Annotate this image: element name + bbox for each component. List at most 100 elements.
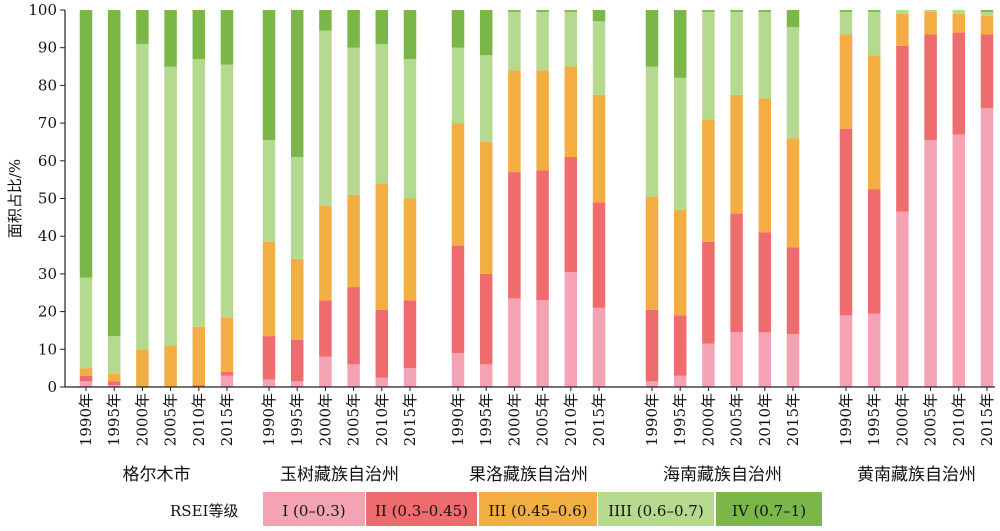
- x-tick-label: 1990年: [260, 393, 278, 446]
- bar-segment: [673, 315, 687, 376]
- bar-segment: [758, 10, 772, 12]
- x-tick-label: 2000年: [133, 393, 151, 446]
- bar-segment: [730, 213, 743, 333]
- bar-segment: [980, 15, 994, 35]
- bar-segment: [592, 10, 606, 22]
- bar-segment: [479, 10, 493, 56]
- x-tick-label: 2010年: [190, 393, 208, 446]
- bar-segment: [673, 375, 687, 387]
- bar-segment: [980, 108, 994, 388]
- bar-segment: [536, 10, 549, 12]
- legend-swatch: [263, 492, 365, 526]
- x-tick-label: 1995年: [865, 393, 883, 446]
- legend-title: RSEI等级: [170, 502, 238, 520]
- legend-swatch: [366, 492, 477, 526]
- y-tick-label: 50: [38, 190, 57, 208]
- bar-segment: [107, 385, 121, 387]
- group-label: 格尔木市: [123, 465, 191, 485]
- bar-segment: [924, 10, 937, 12]
- bar-segment: [730, 10, 743, 12]
- bar-segment: [508, 172, 521, 299]
- bar-segment: [786, 334, 800, 387]
- bar-segment: [564, 66, 578, 158]
- bar-segment: [758, 332, 772, 387]
- bar-segment: [107, 373, 121, 382]
- bar-segment: [290, 10, 304, 158]
- bar-segment: [403, 300, 417, 369]
- bar-segment: [451, 353, 465, 387]
- bar-segment: [758, 11, 772, 99]
- bar-segment: [319, 10, 332, 31]
- y-tick-label: 90: [38, 39, 57, 57]
- bar-segment: [319, 300, 332, 357]
- bar-segment: [645, 196, 659, 310]
- bar-segment: [192, 326, 206, 386]
- bar-segment: [107, 336, 121, 374]
- x-tick-label: 2015年: [978, 393, 996, 446]
- bar-segment: [347, 10, 360, 48]
- bar-segment: [924, 140, 937, 387]
- bar-segment: [508, 298, 521, 387]
- bar-segment: [107, 10, 121, 337]
- x-tick-label: 1990年: [449, 393, 467, 446]
- bar-segment: [924, 11, 937, 35]
- bar-segment: [673, 209, 687, 316]
- bar-segment: [508, 70, 521, 173]
- bar-segment: [536, 70, 549, 171]
- bar-segment: [786, 10, 800, 27]
- y-tick-label: 40: [38, 227, 57, 245]
- legend-item-label: I (0–0.3): [282, 502, 345, 520]
- group-label: 玉树藏族自治州: [280, 465, 399, 485]
- y-axis: 0 10 20 30 40 50 60 70 80 90 100 面积占比/%: [6, 1, 66, 396]
- bar-segment: [867, 313, 881, 387]
- bar-segment: [896, 45, 909, 212]
- x-tick-label: 1995年: [105, 393, 123, 446]
- bar-segment: [220, 371, 234, 376]
- bar-segment: [479, 141, 493, 274]
- bar-segment: [319, 30, 332, 207]
- x-tick-label: 1995年: [288, 393, 306, 446]
- bar-segment: [730, 11, 743, 95]
- bar-segment: [403, 198, 417, 301]
- bar-segment: [220, 317, 234, 372]
- x-tick-label: 2000年: [699, 393, 717, 446]
- bar-segment: [839, 10, 853, 12]
- bar-segment: [262, 140, 276, 242]
- bar-segment: [164, 66, 177, 346]
- bar-segment: [896, 211, 909, 387]
- bar-segment: [347, 194, 360, 288]
- bar-segment: [702, 10, 715, 12]
- x-tick-label: 1990年: [643, 393, 661, 446]
- bar-segment: [136, 43, 149, 350]
- bar-segment: [673, 10, 687, 78]
- bar-segment: [924, 34, 937, 141]
- bar-segment: [136, 10, 149, 44]
- legend-item-label: III (0.45–0.6): [488, 502, 587, 520]
- y-axis-title: 面积占比/%: [6, 159, 24, 238]
- bar-segment: [980, 10, 994, 12]
- x-tick-label: 2005年: [534, 393, 552, 446]
- bar-segment: [592, 307, 606, 387]
- bar-segment: [536, 170, 549, 301]
- bar-segment: [290, 339, 304, 382]
- bar-segment: [479, 364, 493, 387]
- bar-segment: [451, 245, 465, 354]
- y-tick-label: 100: [28, 1, 57, 19]
- bar-segment: [107, 381, 121, 386]
- bar-segment: [952, 10, 966, 14]
- x-tick-label: 1995年: [671, 393, 689, 446]
- x-tick-label: 2010年: [950, 393, 968, 446]
- bar-segment: [592, 21, 606, 95]
- bar-segment: [564, 11, 578, 67]
- bar-segment: [702, 241, 715, 344]
- x-tick-label: 2015年: [218, 393, 236, 446]
- bar-segment: [375, 10, 389, 44]
- legend: RSEI等级 I (0–0.3) II (0.3–0.45) III (0.45–0.…: [170, 492, 822, 526]
- bar-segment: [645, 66, 659, 197]
- bar-segment: [375, 183, 389, 310]
- bar-segment: [192, 59, 206, 327]
- bar-segment: [319, 206, 332, 301]
- bar-segment: [867, 10, 881, 12]
- group-label: 黄南藏族自治州: [857, 465, 976, 485]
- bar-segment: [262, 336, 276, 380]
